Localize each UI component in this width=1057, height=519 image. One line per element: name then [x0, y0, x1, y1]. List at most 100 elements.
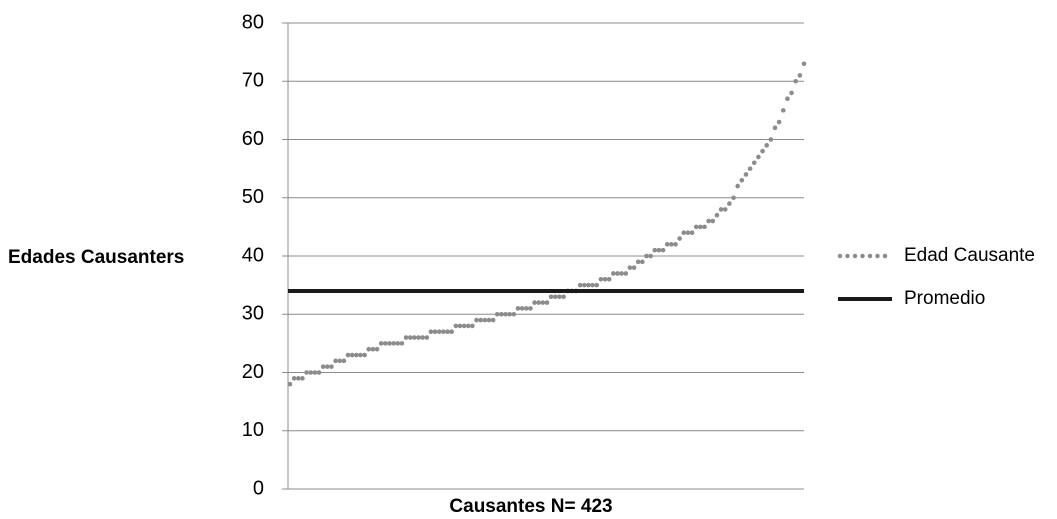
data-point — [557, 294, 562, 300]
data-point — [627, 265, 633, 270]
data-point — [540, 300, 546, 305]
data-point — [751, 160, 757, 166]
data-point — [582, 282, 587, 288]
data-point — [453, 323, 459, 329]
data-point — [333, 358, 338, 364]
data-point — [312, 370, 318, 375]
data-point — [445, 329, 450, 335]
data-point — [412, 335, 417, 340]
data-point — [295, 376, 301, 381]
data-point — [631, 265, 637, 270]
y-tick-label: 60 — [242, 128, 264, 150]
data-point — [449, 329, 454, 335]
data-point — [494, 311, 500, 317]
data-point — [776, 119, 782, 125]
data-point — [681, 230, 687, 235]
data-point — [349, 352, 355, 358]
legend-item-promedio: Promedio — [838, 288, 985, 309]
data-point — [461, 323, 467, 329]
legend: Edad Causante Promedio — [837, 245, 1035, 309]
data-point — [722, 207, 728, 212]
data-point — [320, 364, 326, 369]
data-point — [532, 300, 537, 305]
data-point — [714, 212, 720, 218]
data-point — [499, 311, 504, 317]
data-point — [747, 166, 753, 171]
data-point — [486, 317, 492, 323]
data-point — [528, 306, 533, 311]
data-point — [801, 61, 807, 67]
data-point — [482, 317, 488, 323]
y-tick-label: 0 — [253, 477, 264, 499]
data-point — [432, 329, 438, 335]
legend-label-promedio: Promedio — [904, 288, 985, 309]
data-point — [785, 96, 790, 102]
data-point — [648, 253, 653, 259]
data-point — [287, 381, 293, 387]
data-point — [465, 323, 471, 329]
y-tick-label: 30 — [242, 303, 264, 325]
data-point — [337, 358, 343, 364]
data-point — [395, 341, 401, 346]
data-point — [598, 277, 604, 282]
data-point — [743, 172, 749, 177]
data-point — [590, 282, 595, 288]
data-point — [490, 317, 496, 323]
data-point — [374, 346, 380, 352]
y-tick-label: 40 — [242, 244, 264, 266]
data-point — [615, 271, 620, 276]
data-point — [536, 300, 542, 305]
data-point — [544, 300, 550, 305]
y-tick-label: 70 — [242, 70, 264, 92]
data-point — [474, 317, 479, 323]
y-tick-label: 10 — [242, 419, 264, 441]
data-point — [635, 259, 641, 265]
data-point — [644, 253, 649, 259]
data-point — [354, 352, 359, 358]
data-point — [391, 341, 396, 346]
data-point — [739, 177, 745, 183]
data-point — [660, 247, 666, 253]
data-point — [329, 364, 334, 369]
data-point — [731, 195, 736, 201]
data-point — [698, 224, 703, 230]
data-point — [511, 311, 517, 317]
data-point — [619, 271, 624, 276]
data-point — [760, 148, 765, 154]
data-point — [768, 137, 774, 142]
data-point — [693, 224, 699, 230]
data-point — [341, 358, 347, 364]
data-point — [669, 242, 674, 247]
data-point — [756, 154, 761, 160]
data-point — [507, 311, 512, 317]
y-axis-ticks — [282, 22, 288, 490]
data-point — [470, 323, 475, 329]
data-point — [656, 247, 662, 253]
data-point — [611, 271, 616, 276]
data-point — [664, 242, 670, 247]
data-point — [602, 277, 608, 282]
data-point — [606, 277, 612, 282]
data-point — [552, 294, 558, 300]
y-tick-label: 80 — [242, 11, 264, 33]
data-point — [797, 73, 803, 78]
data-point — [640, 259, 645, 265]
legend-label-edad-causante: Edad Causante — [904, 245, 1035, 266]
data-point — [793, 78, 799, 84]
data-point — [764, 143, 769, 148]
data-point — [735, 183, 740, 189]
y-axis-title: Edades Causanters — [8, 247, 184, 268]
data-point — [436, 329, 442, 335]
data-point — [403, 335, 409, 340]
data-point — [685, 230, 691, 235]
y-axis-tick-labels: 0 10 20 30 40 50 60 70 80 — [242, 11, 264, 499]
data-point — [416, 335, 421, 340]
data-point — [523, 306, 529, 311]
legend-item-edad-causante: Edad Causante — [837, 245, 1035, 266]
data-point — [515, 306, 521, 311]
data-point — [772, 125, 778, 131]
data-point — [780, 108, 786, 113]
data-point — [325, 364, 330, 369]
data-point — [457, 323, 463, 329]
data-point — [594, 282, 600, 288]
